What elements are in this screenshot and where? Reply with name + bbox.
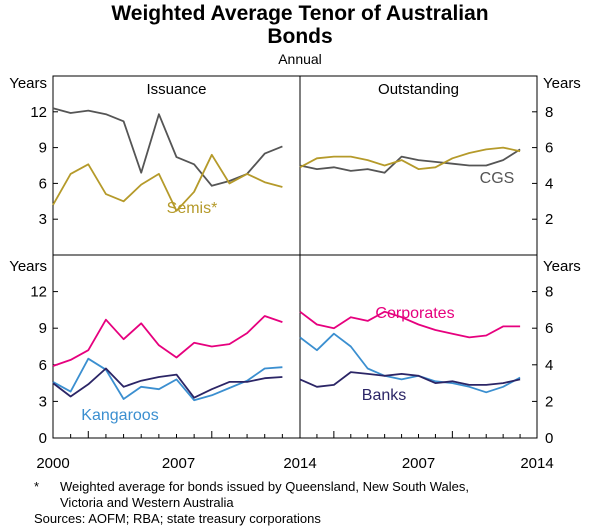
footnote-note-line1: Weighted average for bonds issued by Que… — [60, 479, 469, 494]
chart-title-line2: Bonds — [267, 25, 332, 48]
panel-title-outstanding: Outstanding — [378, 81, 459, 98]
label-layer: Issuance Outstanding Semis* CGS Kangaroos Cor… — [81, 81, 514, 424]
footnote-note-line2: Victoria and Western Australia — [60, 495, 234, 510]
series-line-corporates-bottom-right — [299, 310, 521, 339]
series-line-banks-bottom-right — [299, 371, 521, 388]
unit-label-bottom-right: Years — [543, 258, 581, 275]
axis-ticks: Years Years Years Years 2000 2007 2014 2007 2014… — [9, 75, 581, 472]
y-tick-label: 9 — [39, 140, 47, 157]
series-label-kangaroos: Kangaroos — [81, 407, 158, 424]
y-tick-label: 6 — [545, 140, 553, 157]
unit-label-top-left: Years — [9, 75, 47, 92]
y-tick-label: 4 — [545, 357, 553, 374]
chart-subtitle: Annual — [278, 51, 322, 67]
series-label-semis: Semis* — [167, 200, 218, 217]
y-tick-label: 8 — [545, 284, 553, 301]
y-tick-label: 9 — [39, 320, 47, 337]
series-label-banks: Banks — [362, 387, 406, 404]
plot-border — [52, 75, 538, 439]
footnote-star: * — [34, 479, 39, 494]
x-tick-right-2007: 2007 — [402, 455, 435, 472]
y-tick-label: 0 — [39, 430, 47, 447]
x-tick-left-2000: 2000 — [36, 455, 69, 472]
chart-frame — [52, 75, 538, 439]
y-tick-label: 6 — [545, 320, 553, 337]
series-line-corporates-bottom-left — [52, 315, 283, 367]
y-tick-label: 6 — [39, 357, 47, 374]
unit-label-top-right: Years — [543, 75, 581, 92]
x-tick-left-2007: 2007 — [162, 455, 195, 472]
series-line-semis-top-left — [52, 153, 283, 212]
series-line-kangaroos-bottom-right — [299, 332, 521, 394]
x-tick-left-2014: 2014 — [283, 455, 316, 472]
series-line-banks-bottom-left — [52, 367, 283, 399]
y-tick-label: 2 — [545, 393, 553, 410]
series-line-cgs-top-right — [299, 148, 521, 174]
y-tick-label: 12 — [30, 284, 47, 301]
y-tick-label: 12 — [30, 104, 47, 121]
y-tick-label: 0 — [545, 430, 553, 447]
y-tick-label: 4 — [545, 175, 553, 192]
unit-label-bottom-left: Years — [9, 258, 47, 275]
x-tick-right-2014: 2014 — [520, 455, 553, 472]
series-layer — [52, 107, 521, 402]
chart-title-line1: Weighted Average Tenor of Australian — [111, 2, 488, 25]
y-tick-label: 6 — [39, 175, 47, 192]
series-label-corporates: Corporates — [375, 305, 454, 322]
panel-title-issuance: Issuance — [146, 81, 206, 98]
footnote-sources: Sources: AOFM; RBA; state treasury corpo… — [34, 511, 321, 526]
series-line-kangaroos-bottom-left — [52, 357, 283, 402]
y-tick-label: 3 — [39, 211, 47, 228]
series-label-cgs: CGS — [480, 170, 515, 187]
series-line-semis-top-right — [299, 146, 521, 171]
y-tick-label: 3 — [39, 393, 47, 410]
y-tick-label: 8 — [545, 104, 553, 121]
y-tick-label: 2 — [545, 211, 553, 228]
